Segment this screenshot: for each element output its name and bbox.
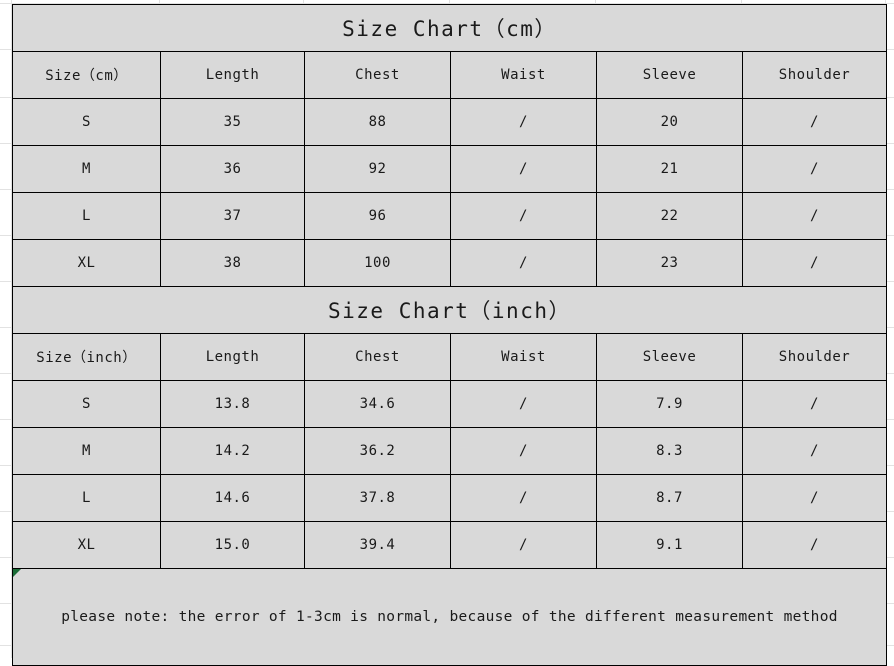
inch-cell-length: 15.0: [160, 521, 305, 569]
inch-cell-length: 14.2: [160, 427, 305, 475]
inch-cell-size: XL: [12, 521, 161, 569]
note-row: please note: the error of 1-3cm is norma…: [12, 568, 887, 666]
inch-header-size: Size（inch）: [12, 333, 161, 381]
cm-cell-length: 37: [160, 192, 305, 240]
inch-cell-length: 13.8: [160, 380, 305, 428]
cm-cell-sleeve: 23: [596, 239, 743, 287]
cm-cell-size: L: [12, 192, 161, 240]
cm-table-title: Size Chart（cm）: [12, 4, 887, 52]
cm-cell-waist: /: [450, 239, 597, 287]
cm-header-size: Size（cm）: [12, 51, 161, 99]
cm-cell-chest: 88: [304, 98, 451, 146]
inch-cell-waist: /: [450, 380, 597, 428]
cm-cell-size: M: [12, 145, 161, 193]
cm-cell-shoulder: /: [742, 192, 887, 240]
cm-cell-chest: 96: [304, 192, 451, 240]
inch-cell-chest: 36.2: [304, 427, 451, 475]
inch-cell-shoulder: /: [742, 474, 887, 522]
cm-header-sleeve: Sleeve: [596, 51, 743, 99]
table-row: XL 38 100 / 23 /: [12, 239, 887, 287]
cm-header-row: Size（cm） Length Chest Waist Sleeve Shoul…: [12, 51, 887, 99]
inch-cell-shoulder: /: [742, 380, 887, 428]
measurement-note-text: please note: the error of 1-3cm is norma…: [61, 609, 838, 625]
cm-cell-waist: /: [450, 192, 597, 240]
cm-cell-length: 36: [160, 145, 305, 193]
inch-header-length: Length: [160, 333, 305, 381]
inch-cell-size: M: [12, 427, 161, 475]
inch-header-waist: Waist: [450, 333, 597, 381]
cm-cell-shoulder: /: [742, 239, 887, 287]
measurement-note-cell: please note: the error of 1-3cm is norma…: [12, 568, 887, 666]
inch-cell-sleeve: 7.9: [596, 380, 743, 428]
inch-cell-waist: /: [450, 521, 597, 569]
inch-cell-chest: 37.8: [304, 474, 451, 522]
table-row: M 36 92 / 21 /: [12, 145, 887, 193]
cm-cell-chest: 92: [304, 145, 451, 193]
inch-cell-sleeve: 8.7: [596, 474, 743, 522]
cm-header-shoulder: Shoulder: [742, 51, 887, 99]
cm-cell-size: XL: [12, 239, 161, 287]
inch-header-sleeve: Sleeve: [596, 333, 743, 381]
inch-cell-shoulder: /: [742, 427, 887, 475]
inch-cell-size: S: [12, 380, 161, 428]
cm-cell-waist: /: [450, 145, 597, 193]
table-row: XL 15.0 39.4 / 9.1 /: [12, 521, 887, 569]
size-chart-container: Size Chart（cm） Size（cm） Length Chest Wai…: [12, 4, 887, 666]
cm-cell-shoulder: /: [742, 145, 887, 193]
inch-cell-chest: 39.4: [304, 521, 451, 569]
cm-cell-sleeve: 22: [596, 192, 743, 240]
cm-cell-chest: 100: [304, 239, 451, 287]
inch-cell-sleeve: 9.1: [596, 521, 743, 569]
inch-table-title: Size Chart（inch）: [12, 286, 887, 334]
inch-title-row: Size Chart（inch）: [12, 286, 887, 334]
inch-cell-waist: /: [450, 474, 597, 522]
cm-title-row: Size Chart（cm）: [12, 4, 887, 52]
table-row: S 35 88 / 20 /: [12, 98, 887, 146]
cm-cell-length: 35: [160, 98, 305, 146]
cm-cell-sleeve: 21: [596, 145, 743, 193]
inch-header-shoulder: Shoulder: [742, 333, 887, 381]
size-chart-table: Size Chart（cm） Size（cm） Length Chest Wai…: [12, 4, 887, 666]
cell-comment-marker-icon: [13, 569, 21, 577]
inch-cell-chest: 34.6: [304, 380, 451, 428]
table-row: S 13.8 34.6 / 7.9 /: [12, 380, 887, 428]
cm-cell-size: S: [12, 98, 161, 146]
cm-header-waist: Waist: [450, 51, 597, 99]
table-row: M 14.2 36.2 / 8.3 /: [12, 427, 887, 475]
inch-header-row: Size（inch） Length Chest Waist Sleeve Sho…: [12, 333, 887, 381]
inch-cell-length: 14.6: [160, 474, 305, 522]
inch-cell-waist: /: [450, 427, 597, 475]
cm-cell-length: 38: [160, 239, 305, 287]
inch-cell-sleeve: 8.3: [596, 427, 743, 475]
cm-header-length: Length: [160, 51, 305, 99]
inch-cell-shoulder: /: [742, 521, 887, 569]
table-row: L 37 96 / 22 /: [12, 192, 887, 240]
inch-header-chest: Chest: [304, 333, 451, 381]
cm-cell-sleeve: 20: [596, 98, 743, 146]
cm-cell-waist: /: [450, 98, 597, 146]
cm-header-chest: Chest: [304, 51, 451, 99]
table-row: L 14.6 37.8 / 8.7 /: [12, 474, 887, 522]
cm-cell-shoulder: /: [742, 98, 887, 146]
inch-cell-size: L: [12, 474, 161, 522]
